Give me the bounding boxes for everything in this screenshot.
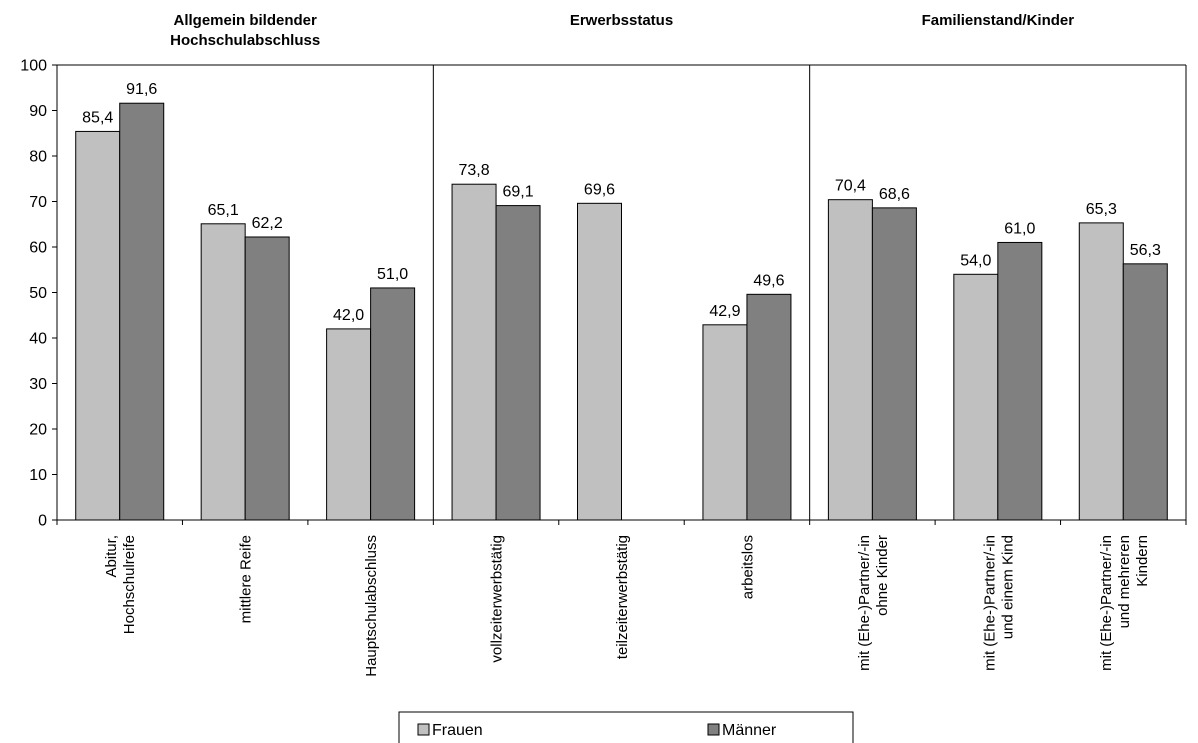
bar-frauen (75, 130, 121, 521)
category-label: mittlere Reife (238, 535, 255, 623)
data-label: 56,3 (1130, 242, 1161, 259)
legend-label: Männer (722, 722, 777, 739)
data-label: 65,1 (208, 202, 239, 219)
bar-frauen (577, 202, 622, 521)
data-label: 85,4 (82, 109, 113, 126)
y-tick-label: 20 (29, 422, 47, 439)
group-title: Hochschulabschluss (170, 32, 320, 49)
category-label: mit (Ehe-)Partner/-in (1098, 535, 1115, 671)
data-label: 70,4 (835, 178, 866, 195)
bar-maenner (244, 236, 290, 521)
data-label: 54,0 (960, 252, 991, 269)
category-label: arbeitslos (739, 535, 756, 599)
data-label: 62,2 (252, 215, 283, 232)
legend-swatch-maenner (707, 723, 720, 736)
category-label: und mehreren (1116, 535, 1133, 628)
data-label: 73,8 (458, 162, 489, 179)
bar-frauen (200, 223, 246, 521)
bar-maenner (871, 207, 917, 521)
data-label: 49,6 (753, 272, 784, 289)
bar-frauen (451, 183, 497, 521)
data-label: 68,6 (879, 186, 910, 203)
bar-frauen (326, 328, 372, 521)
y-tick-label: 90 (29, 103, 47, 120)
y-tick-label: 50 (29, 285, 47, 302)
y-tick-label: 70 (29, 194, 47, 211)
category-label: Hauptschulabschluss (363, 535, 380, 677)
legend-swatch-frauen (417, 723, 430, 736)
category-label: und einem Kind (999, 535, 1016, 639)
y-tick-label: 60 (29, 240, 47, 257)
y-tick-label: 40 (29, 331, 47, 348)
data-label: 69,6 (584, 181, 615, 198)
category-label: Hochschulreife (121, 535, 138, 634)
group-title: Allgemein bildender (173, 12, 317, 29)
data-label: 65,3 (1086, 201, 1117, 218)
category-label: Abitur, (103, 535, 120, 578)
y-tick-label: 30 (29, 376, 47, 393)
category-label: vollzeiterwerbstätig (489, 535, 506, 663)
bar-frauen (953, 273, 999, 521)
bar-frauen (827, 199, 873, 521)
y-tick-label: 10 (29, 467, 47, 484)
bar-maenner (997, 241, 1043, 521)
bar-maenner (495, 205, 541, 521)
y-tick-label: 100 (20, 58, 47, 75)
category-label: mit (Ehe-)Partner/-in (856, 535, 873, 671)
y-tick-label: 80 (29, 149, 47, 166)
category-label: mit (Ehe-)Partner/-in (981, 535, 998, 671)
bar-maenner (370, 287, 416, 521)
bar-frauen (702, 324, 748, 521)
category-label: Kindern (1134, 535, 1151, 587)
legend-label: Frauen (432, 722, 483, 739)
category-label: ohne Kinder (874, 535, 891, 616)
legend-box (398, 711, 854, 743)
bar-maenner (119, 102, 165, 521)
y-tick-label: 0 (38, 513, 47, 530)
data-label: 42,0 (333, 307, 364, 324)
data-label: 42,9 (709, 303, 740, 320)
data-label: 69,1 (502, 184, 533, 201)
data-label: 61,0 (1004, 220, 1035, 237)
group-title: Familienstand/Kinder (922, 12, 1075, 29)
data-label: 51,0 (377, 266, 408, 283)
category-label: teilzeiterwerbstätig (614, 535, 631, 659)
data-label: 91,6 (126, 81, 157, 98)
bar-maenner (1122, 263, 1168, 521)
group-title: Erwerbsstatus (570, 12, 673, 29)
bar-maenner (746, 293, 792, 521)
bar-frauen (1078, 222, 1124, 521)
